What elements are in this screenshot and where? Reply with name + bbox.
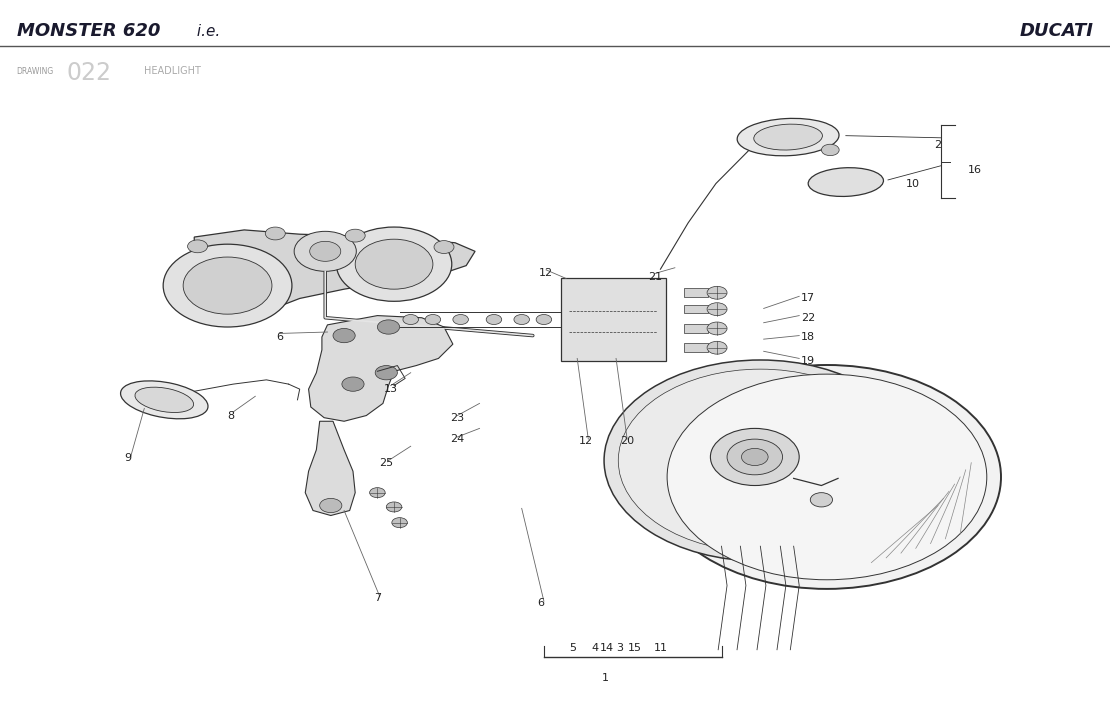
Circle shape [741,448,768,466]
Circle shape [355,239,433,289]
FancyBboxPatch shape [684,305,708,313]
Circle shape [514,315,529,324]
Circle shape [486,315,502,324]
Text: 16: 16 [968,165,981,175]
Circle shape [265,227,285,240]
Text: DUCATI: DUCATI [1019,22,1093,41]
Polygon shape [305,421,355,516]
Ellipse shape [135,387,193,413]
Text: 20: 20 [620,436,634,446]
Text: 5: 5 [569,643,576,653]
Circle shape [810,493,832,507]
Text: 21: 21 [648,272,662,282]
Circle shape [163,244,292,327]
Ellipse shape [121,381,208,419]
FancyBboxPatch shape [684,324,708,333]
FancyBboxPatch shape [684,288,708,297]
Circle shape [707,303,727,316]
Circle shape [377,320,400,334]
Text: 2: 2 [935,140,941,150]
Text: 6: 6 [537,598,544,608]
Circle shape [342,377,364,391]
Circle shape [618,369,902,552]
Circle shape [707,341,727,354]
Ellipse shape [808,168,884,196]
Text: 13: 13 [384,384,397,394]
Circle shape [310,241,341,261]
Circle shape [370,488,385,498]
Text: 4: 4 [592,643,598,653]
Circle shape [727,439,783,475]
Text: 23: 23 [451,413,464,423]
Circle shape [188,240,208,253]
Circle shape [375,366,397,380]
Circle shape [821,144,839,156]
Circle shape [667,374,987,580]
Text: 15: 15 [628,643,642,653]
FancyBboxPatch shape [561,278,666,361]
Text: 14: 14 [601,643,614,653]
Circle shape [333,328,355,343]
Text: 9: 9 [124,453,131,463]
Text: 7: 7 [374,593,381,603]
Ellipse shape [737,119,839,156]
Text: 22: 22 [801,313,815,323]
Circle shape [536,315,552,324]
Ellipse shape [754,124,823,150]
Text: HEADLIGHT: HEADLIGHT [144,66,201,76]
Text: MONSTER 620: MONSTER 620 [17,22,160,41]
Text: 022: 022 [67,61,112,85]
Text: 8: 8 [228,411,234,421]
Circle shape [294,231,356,271]
Text: 11: 11 [654,643,667,653]
Circle shape [386,502,402,512]
Circle shape [604,360,917,561]
Text: 6: 6 [276,332,283,342]
Circle shape [453,315,468,324]
Text: 3: 3 [616,643,623,653]
Circle shape [434,241,454,253]
Circle shape [392,518,407,528]
Circle shape [707,286,727,299]
Circle shape [403,315,418,324]
Text: 24: 24 [451,434,464,444]
Circle shape [336,227,452,301]
Text: 1: 1 [602,673,608,683]
Text: 17: 17 [801,293,815,303]
Text: 25: 25 [380,458,393,468]
Circle shape [183,257,272,314]
Text: 18: 18 [801,332,815,342]
Circle shape [425,315,441,324]
Text: 12: 12 [579,436,593,446]
Text: 10: 10 [906,179,919,189]
Circle shape [707,322,727,335]
Text: 12: 12 [539,268,553,278]
Polygon shape [309,316,453,421]
Text: i.e.: i.e. [192,24,220,39]
Circle shape [345,229,365,242]
Circle shape [710,428,799,486]
Circle shape [653,365,1001,589]
FancyBboxPatch shape [684,343,708,352]
Polygon shape [178,230,475,311]
Circle shape [320,498,342,513]
Text: DRAWING: DRAWING [17,67,54,76]
Text: 19: 19 [801,356,815,366]
